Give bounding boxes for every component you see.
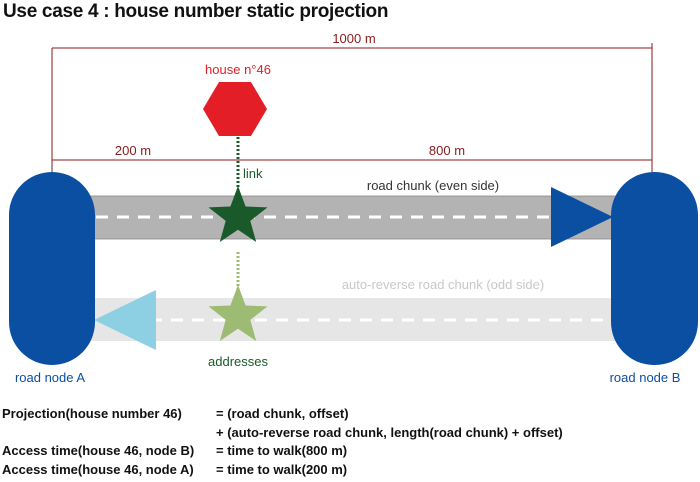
measurement-segments: 200 m 800 m — [52, 143, 652, 161]
road-node-b-label: road node B — [610, 370, 681, 385]
formula-row: Access time(house 46, node A) = time to … — [2, 461, 563, 480]
direction-arrow-right-icon — [551, 187, 613, 247]
formula-left: Projection(house number 46) — [2, 406, 182, 421]
address-star-icon — [208, 285, 268, 341]
house-hexagon-icon — [203, 82, 267, 136]
formula-right: + (auto-reverse road chunk, length(road … — [216, 424, 563, 440]
measurement-total: 1000 m — [51, 31, 653, 175]
direction-arrow-left-icon — [94, 290, 156, 350]
diagram-canvas: 1000 m 200 m 800 m house n°46 link road … — [9, 31, 698, 385]
formula-left: Access time(house 46, node A) — [2, 461, 194, 477]
formula-row: + (auto-reverse road chunk, length(road … — [2, 424, 563, 443]
house-label: house n°46 — [205, 62, 271, 77]
link-label: link — [243, 166, 263, 181]
projection-star-icon — [208, 186, 268, 242]
diagram-title: Use case 4 : house number static project… — [3, 1, 389, 22]
formula-left: Access time(house 46, node B) — [2, 443, 195, 458]
measure-label-total: 1000 m — [332, 31, 375, 46]
formula-row: Access time(house 46, node B) = time to … — [2, 442, 563, 461]
road-node-a — [9, 172, 95, 365]
measure-label-right: 800 m — [429, 143, 465, 158]
road-chunk-odd — [90, 298, 620, 341]
measure-label-left: 200 m — [115, 143, 151, 158]
formula-block: Projection(house number 46) = (road chun… — [2, 405, 563, 479]
formula-right: = time to walk(200 m) — [216, 461, 348, 477]
road-node-a-label: road node A — [15, 370, 85, 385]
formula-right: = time to walk(800 m) — [216, 443, 348, 458]
road-odd-label: auto-reverse road chunk (odd side) — [342, 277, 544, 292]
formula-row: Projection(house number 46) = (road chun… — [2, 405, 563, 424]
road-even-label: road chunk (even side) — [367, 178, 499, 193]
formula-left — [2, 424, 216, 443]
road-node-b — [611, 172, 698, 365]
addresses-label: addresses — [208, 354, 268, 369]
formula-right: = (road chunk, offset) — [216, 406, 349, 421]
